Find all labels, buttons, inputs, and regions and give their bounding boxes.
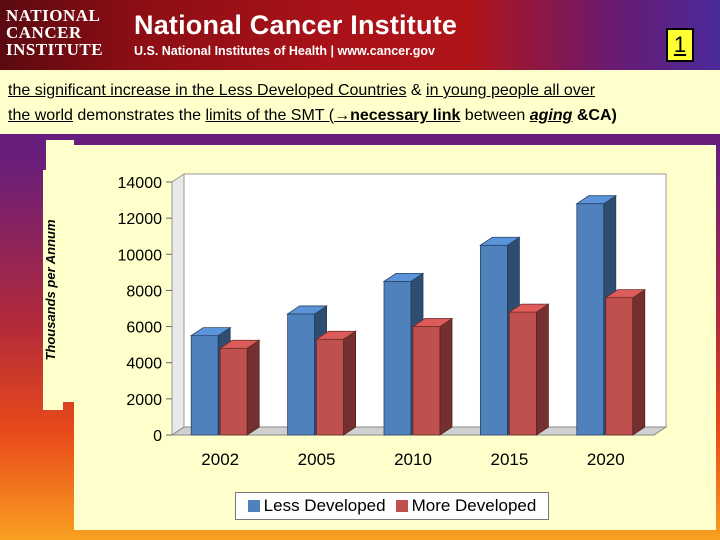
- chart-side-wall: [171, 173, 185, 436]
- bar-top: [286, 305, 328, 315]
- bar-side: [632, 288, 646, 436]
- y-tick-label: 2000: [126, 392, 162, 409]
- bar-front: [219, 347, 248, 436]
- headline-part-8: between: [460, 107, 530, 124]
- legend-label-less-developed: Less Developed: [263, 496, 386, 515]
- header-banner: [0, 0, 720, 70]
- bar-top: [382, 272, 425, 282]
- bar-top: [315, 330, 357, 340]
- headline-part-10: &CA): [572, 107, 617, 124]
- y-tick-label: 10000: [118, 247, 163, 264]
- y-tick-label: 8000: [126, 283, 162, 300]
- arrow-icon: →: [334, 107, 351, 124]
- bar-front: [576, 203, 605, 436]
- bar-front: [605, 297, 634, 436]
- legend-item-more-developed: More Developed: [395, 496, 537, 516]
- chart-panel: 0 2000 4000 6000 8000 10000 12000 14000 2002 2005…: [74, 145, 716, 530]
- bar-chart: 0 2000 4000 6000 8000 10000 12000 14000 2002 2005…: [118, 173, 668, 469]
- x-category-label: 2002: [201, 450, 239, 469]
- bar-front: [412, 326, 441, 436]
- slide-number-badge: 1: [666, 28, 694, 62]
- logo-line-national: NATIONAL: [6, 6, 101, 25]
- bar-front: [508, 311, 537, 436]
- headline-part-5: demonstrates the: [72, 107, 206, 124]
- logo-line-cancer: CANCER: [6, 23, 82, 42]
- header-title: National Cancer Institute: [134, 10, 458, 40]
- legend-swatch-more-developed: [395, 500, 408, 512]
- y-axis-label: Thousands per Annum: [43, 170, 63, 410]
- x-category-label: 2010: [394, 450, 432, 469]
- bar-top: [575, 195, 618, 205]
- headline-text-box: the significant increase in the Less Dev…: [0, 70, 720, 134]
- y-tick-label: 12000: [118, 211, 163, 228]
- bar-front: [287, 313, 316, 436]
- bar-top: [604, 289, 647, 299]
- y-tick-label: 0: [153, 428, 162, 445]
- y-tick-label: 14000: [118, 175, 163, 192]
- bar-side: [439, 317, 453, 436]
- legend-label-more-developed: More Developed: [411, 496, 537, 515]
- bar-side: [246, 339, 260, 436]
- headline-part-7: necessary link: [350, 107, 461, 124]
- y-tick-label: 4000: [126, 356, 162, 373]
- bar-top: [218, 339, 261, 349]
- bar-top: [189, 327, 232, 337]
- chart-legend: Less Developed More Developed: [235, 492, 549, 520]
- bar-top: [508, 303, 550, 313]
- headline-part-2: &: [406, 82, 427, 99]
- nci-logo: NATIONAL CANCER INSTITUTE: [0, 0, 108, 62]
- bar-side: [343, 330, 357, 436]
- headline-part-6: limits of the SMT (: [205, 107, 335, 124]
- y-tick-label: 6000: [126, 320, 162, 337]
- headline-part-9: aging: [529, 107, 573, 124]
- header-subtitle: U.S. National Institutes of Health | www…: [134, 44, 436, 58]
- logo-line-institute: INSTITUTE: [6, 40, 104, 59]
- bar-side: [535, 303, 549, 436]
- x-category-label: 2020: [587, 450, 625, 469]
- x-category-label: 2005: [298, 450, 336, 469]
- bar-front: [383, 280, 412, 436]
- bar-front: [190, 335, 219, 436]
- headline-part-4: the world: [8, 107, 73, 124]
- bar-top: [479, 236, 521, 246]
- headline-part-1: the significant increase in the Less Dev…: [8, 82, 407, 99]
- legend-item-less-developed: Less Developed: [247, 496, 386, 516]
- bar-front: [316, 338, 345, 436]
- bar-top: [411, 318, 454, 327]
- legend-swatch-less-developed: [247, 500, 260, 512]
- headline-part-3: in young people all over: [426, 82, 596, 99]
- bar-front: [479, 244, 508, 436]
- x-category-label: 2015: [490, 450, 528, 469]
